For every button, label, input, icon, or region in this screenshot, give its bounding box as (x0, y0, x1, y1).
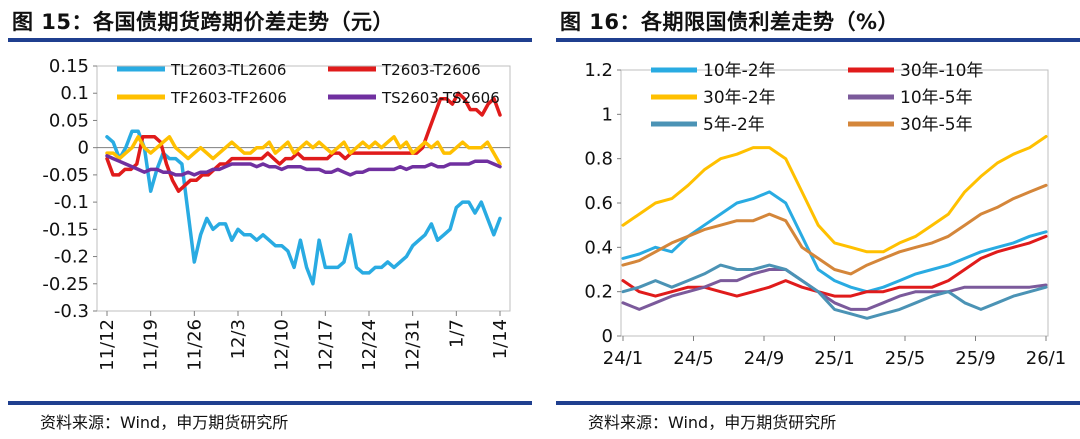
y-tick-label: -0.05 (42, 165, 89, 186)
y-tick-label: -0.3 (54, 301, 89, 322)
chart-panel-yield-spread: 图 16：各期限国债利差走势（%） 1.2 1 0.8 0.6 0.4 0.2 0 24/1 2… (548, 0, 1080, 439)
x-tick-label: 12/3 (228, 319, 249, 359)
legend-label: 10年-5年 (900, 88, 973, 108)
y-tick-label: -0.25 (42, 274, 89, 295)
y-tick-label: 0.15 (49, 56, 89, 77)
series-line (105, 154, 502, 177)
x-tick-label: 12/17 (315, 319, 336, 371)
y-tick-label: 0 (78, 138, 89, 159)
x-tick-label: 25/1 (814, 348, 854, 369)
legend-label: 30年-2年 (703, 88, 776, 108)
x-tick-label: 25/5 (885, 348, 925, 369)
x-tick-label: 11/26 (184, 319, 205, 371)
series-line (105, 135, 502, 166)
legend-label: TL2603-TL2606 (170, 61, 286, 79)
x-tick-label: 26/1 (1026, 348, 1066, 369)
series-line (621, 268, 1048, 311)
title-rule (8, 38, 532, 42)
y-tick-label: 0.4 (584, 237, 613, 258)
chart-title: 图 15：各国债期货跨期价差走势（元） (12, 10, 395, 34)
series-line (621, 263, 1048, 320)
legend-label: 30年-5年 (900, 115, 973, 135)
x-tick-label: 24/1 (603, 348, 643, 369)
y-tick-label: 1 (602, 104, 613, 125)
series-line (621, 234, 1048, 298)
plot-area (96, 65, 511, 312)
source-note: 资料来源：Wind，申万期货研究所 (40, 413, 289, 432)
y-tick-label: 0.2 (584, 282, 613, 303)
title-rule (556, 38, 1080, 42)
chart-panel-spread: 图 15：各国债期货跨期价差走势（元） 0.15 0.1 0.05 0 -0.05 -0.… (0, 0, 532, 439)
x-tick-label: 11/19 (141, 319, 162, 371)
series-line (621, 135, 1048, 254)
y-tick-label: 0 (602, 326, 613, 347)
chart-plot-spread: 0.15 0.1 0.05 0 -0.05 -0.1 -0.15 -0.2 -0.25 -0.3 1… (42, 56, 511, 371)
legend-label: 10年-2年 (703, 61, 776, 81)
x-tick-label: 1/7 (446, 319, 467, 348)
series-line (105, 91, 502, 193)
y-tick-label: 0.05 (49, 110, 89, 131)
y-tick-label: -0.15 (42, 219, 89, 240)
source-rule (8, 401, 532, 405)
y-tick-label: 0.1 (60, 83, 89, 104)
chart-plot-yield-spread: 1.2 1 0.8 0.6 0.4 0.2 024/1 24/5 24/9 25/1 25/5 25/… (584, 60, 1066, 369)
series-line (621, 183, 1048, 276)
x-tick-label: 11/12 (97, 319, 118, 371)
x-tick-label: 25/9 (955, 348, 995, 369)
x-tick-label: 24/9 (744, 348, 784, 369)
x-tick-label: 12/10 (272, 319, 293, 371)
x-tick-label: 12/31 (403, 319, 424, 371)
legend-label: T2603-T2606 (381, 61, 481, 79)
y-tick-label: 0.8 (584, 149, 613, 170)
chart-title: 图 16：各期限国债利差走势（%） (560, 10, 900, 34)
y-tick-label: 0.6 (584, 193, 613, 214)
source-note: 资料来源：Wind，申万期货研究所 (588, 413, 837, 432)
series-line (105, 129, 502, 286)
x-tick-label: 1/14 (490, 319, 511, 359)
legend-label: TS2603-TS2606 (381, 89, 500, 107)
y-tick-label: -0.1 (54, 192, 89, 213)
x-tick-label: 12/24 (359, 319, 380, 371)
y-tick-label: -0.2 (54, 247, 89, 268)
source-rule (556, 401, 1080, 405)
legend-label: 5年-2年 (703, 115, 765, 135)
legend-label: 30年-10年 (900, 61, 983, 81)
y-tick-label: 1.2 (584, 60, 613, 81)
x-tick-label: 24/5 (673, 348, 713, 369)
legend-label: TF2603-TF2606 (170, 89, 287, 107)
